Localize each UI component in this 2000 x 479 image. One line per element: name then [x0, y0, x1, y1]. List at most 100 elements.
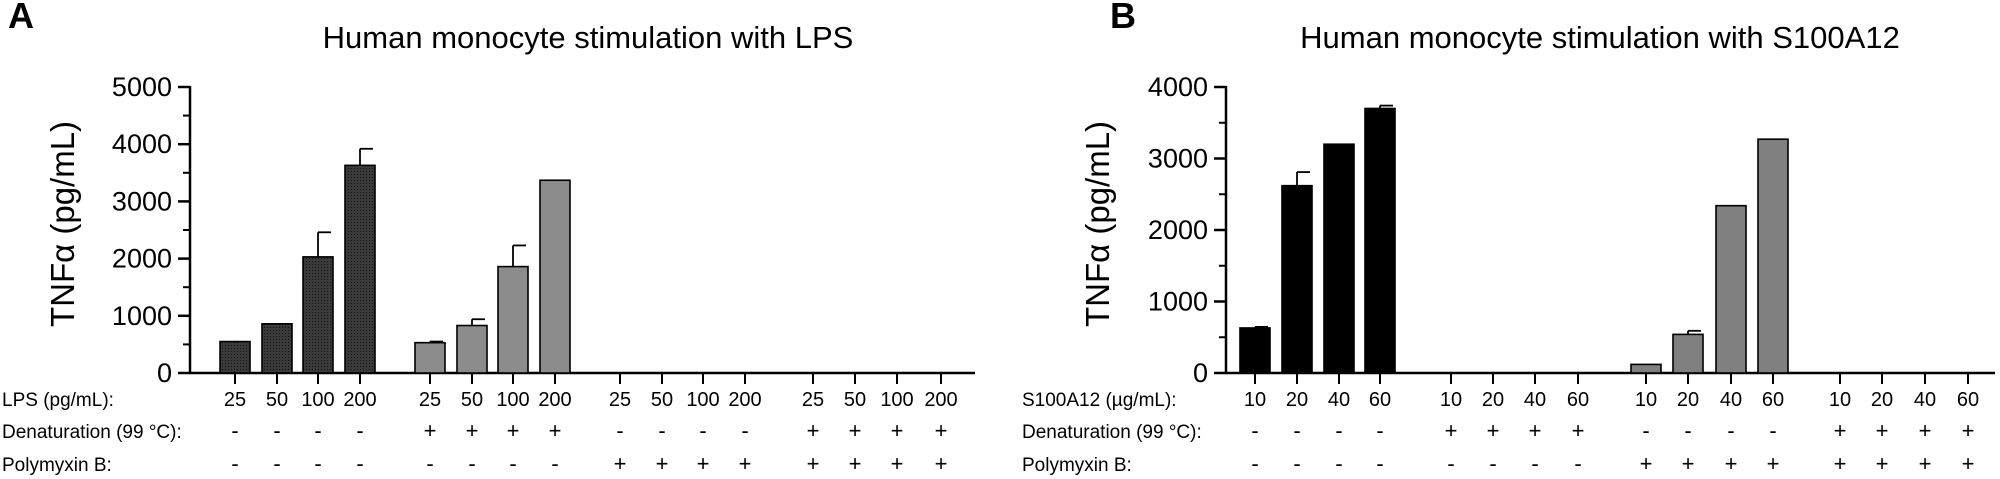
panel-b-ylabel: TNFα (pg/mL) [1079, 121, 1116, 327]
panel-b-concentration-cell: 60 [1957, 389, 1979, 411]
panel-a-bar-2-2 [456, 324, 488, 374]
panel-a-concentration-cell: 200 [343, 389, 376, 411]
panel-a-denaturation-cell: + [935, 418, 948, 443]
panel-a-polymyxin-cell: + [891, 451, 904, 476]
panel-a-denaturation-cell: - [356, 418, 363, 443]
panel-a-concentration-cell: 200 [728, 389, 761, 411]
panel-a-y-tick-label: 0 [157, 358, 172, 388]
panel-b-row-label-polymyxin: Polymyxin B: [1022, 455, 1132, 476]
panel-a-polymyxin-cell: + [656, 451, 669, 476]
panel-a-polymyxin-cell: - [468, 451, 475, 476]
panel-b-denaturation-cell: - [1642, 418, 1649, 443]
panel-a-polymyxin-cell: - [273, 451, 280, 476]
panel-a-denaturation-cell: + [891, 418, 904, 443]
panel-a-polymyxin-cell: + [697, 451, 710, 476]
panel-b-concentration-cell: 40 [1524, 389, 1546, 411]
panel-a-concentration-cell: 200 [924, 389, 957, 411]
panel-b-bar-3-1 [1630, 363, 1662, 374]
panel-b-polymyxin-cell: - [1251, 451, 1258, 476]
panel-a-label: A [8, 0, 34, 36]
panel-a-denaturation-cell: - [699, 418, 706, 443]
panel-b-denaturation-cell: + [1919, 418, 1932, 443]
panel-b-denaturation-cell: + [1572, 418, 1585, 443]
panel-b-concentration-cell: 10 [1440, 389, 1462, 411]
panel-a-concentration-cell: 100 [496, 389, 529, 411]
panel-b-polymyxin-cell: - [1574, 451, 1581, 476]
panel-b-bar-1-2 [1281, 184, 1313, 374]
panel-b-concentration-cell: 40 [1914, 389, 1936, 411]
panel-b-bar-3-3 [1715, 204, 1747, 374]
panel-a-polymyxin-cell: - [356, 451, 363, 476]
panel-b-concentration-cell: 40 [1328, 389, 1350, 411]
panel-b-polymyxin-cell: + [1834, 451, 1847, 476]
panel-b-bar-1-3 [1323, 143, 1355, 374]
panel-b-polymyxin-cell: - [1531, 451, 1538, 476]
panel-a-y-tick-label: 5000 [112, 72, 172, 102]
panel-a-concentration-cell: 50 [266, 389, 288, 411]
panel-b-polymyxin-cell: - [1376, 451, 1383, 476]
panel-b-y-tick-label: 4000 [1148, 72, 1208, 102]
panel-b-title: Human monocyte stimulation with S100A12 [1300, 20, 1900, 55]
panel-a-denaturation-cell: + [507, 418, 520, 443]
panel-b-denaturation-cell: + [1962, 418, 1975, 443]
panel-b-label: B [1110, 0, 1136, 36]
panel-a-concentration-cell: 25 [224, 389, 246, 411]
panel-a-row-label-polymyxin: Polymyxin B: [2, 455, 112, 476]
panel-a-y-tick-label: 2000 [112, 244, 172, 274]
panel-b-polymyxin-cell: + [1640, 451, 1653, 476]
panel-b-denaturation-cell: + [1529, 418, 1542, 443]
panel-a-polymyxin-cell: + [849, 451, 862, 476]
panel-b-bar-3-4 [1757, 138, 1789, 374]
panel-a-bar-1-4 [344, 164, 376, 374]
panel-a-title: Human monocyte stimulation with LPS [323, 20, 854, 55]
panel-b-concentration-cell: 60 [1567, 389, 1589, 411]
panel-b-y-tick-label: 3000 [1148, 144, 1208, 174]
panel-b-denaturation-cell: - [1335, 418, 1342, 443]
panel-a-polymyxin-cell: - [509, 451, 516, 476]
panel-a-bar-2-3 [497, 265, 529, 374]
panel-b-concentration-cell: 20 [1286, 389, 1308, 411]
panel-a-concentration-cell: 25 [609, 389, 631, 411]
panel-b-bars [1239, 104, 1789, 374]
panel-b-polymyxin-cell: + [1682, 451, 1695, 476]
panel-b-y-tick-label: 2000 [1148, 215, 1208, 245]
panel-a-polymyxin-cell: + [614, 451, 627, 476]
panel-a-denaturation-cell: + [849, 418, 862, 443]
panel-b-denaturation-cell: - [1251, 418, 1258, 443]
panel-a-concentration-cell: 25 [802, 389, 824, 411]
panel-a-polymyxin-cell: - [314, 451, 321, 476]
panel-a-condition-table: LPS (pg/mL): Denaturation (99 °C): Polym… [2, 389, 958, 476]
panel-a-bar-1-3 [302, 256, 334, 374]
panel-b-bar-1-4 [1364, 107, 1396, 374]
panel-b-denaturation-cell: - [1727, 418, 1734, 443]
panel-a-row-label-denaturation: Denaturation (99 °C): [2, 422, 182, 443]
panel-b-denaturation-cell: - [1769, 418, 1776, 443]
panel-a-denaturation-cell: - [231, 418, 238, 443]
panel-b-denaturation-cell: + [1876, 418, 1889, 443]
panel-a-y-tick-label: 1000 [112, 301, 172, 331]
panel-a-denaturation-cell: - [273, 418, 280, 443]
panel-a-polymyxin-cell: - [231, 451, 238, 476]
panel-b-row-label-concentration: S100A12 (µg/mL): [1022, 390, 1177, 411]
panel-a-ylabel: TNFα (pg/mL) [44, 121, 81, 327]
panel-b-y-tick-label: 1000 [1148, 287, 1208, 317]
panel-b-concentration-cell: 60 [1762, 389, 1784, 411]
panel-a-polymyxin-cell: + [807, 451, 820, 476]
panel-b-denaturation-cell: + [1487, 418, 1500, 443]
panel-b: B Human monocyte stimulation with S100A1… [1022, 0, 1995, 476]
panel-b-polymyxin-cell: - [1447, 451, 1454, 476]
panel-a-denaturation-cell: - [741, 418, 748, 443]
panel-a-bars [219, 147, 571, 374]
panel-b-row-label-denaturation: Denaturation (99 °C): [1022, 422, 1202, 443]
panel-b-concentration-cell: 10 [1829, 389, 1851, 411]
panel-b-denaturation-cell: - [1376, 418, 1383, 443]
panel-a-concentration-cell: 100 [301, 389, 334, 411]
panel-a-denaturation-cell: + [466, 418, 479, 443]
panel-b-concentration-cell: 20 [1871, 389, 1893, 411]
panel-a-denaturation-cell: + [424, 418, 437, 443]
panel-b-condition-table: S100A12 (µg/mL): Denaturation (99 °C): P… [1022, 389, 1979, 476]
panel-b-polymyxin-cell: + [1725, 451, 1738, 476]
panel-a-bar-2-1 [414, 341, 446, 374]
panel-b-denaturation-cell: + [1445, 418, 1458, 443]
panel-b-denaturation-cell: - [1293, 418, 1300, 443]
